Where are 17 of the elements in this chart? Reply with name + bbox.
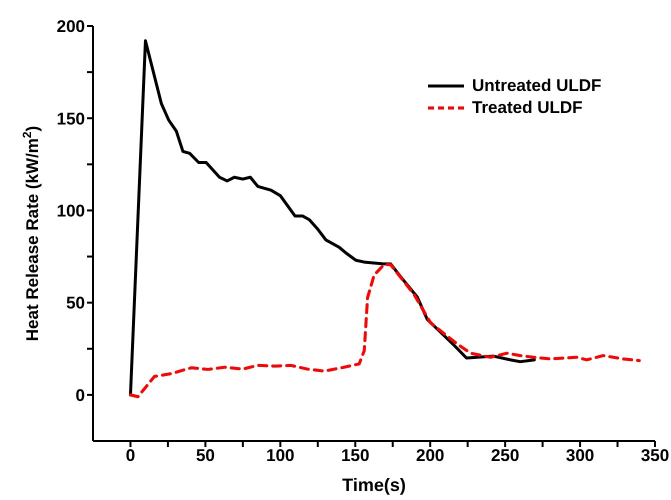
y-tick-label: 200 — [56, 17, 85, 36]
x-tick-label: 0 — [126, 446, 136, 466]
x-axis-title: Time(s) — [342, 475, 406, 495]
x-tick-label: 300 — [566, 446, 594, 466]
y-tick-label: 0 — [76, 386, 85, 405]
x-tick-label: 50 — [196, 446, 215, 466]
y-tick-label: 150 — [56, 109, 85, 128]
line-series — [128, 263, 641, 398]
x-tick-label: 100 — [266, 446, 295, 466]
legend-label: Untreated ULDF — [472, 76, 602, 96]
x-tick-label: 150 — [341, 446, 370, 466]
x-tick-label: 250 — [490, 446, 520, 466]
y-tick-label: 50 — [66, 294, 85, 313]
legend-label: Treated ULDF — [472, 98, 583, 118]
x-tick-label: 200 — [416, 446, 444, 466]
y-tick-label: 100 — [56, 201, 85, 220]
x-tick-label: 350 — [640, 446, 670, 466]
